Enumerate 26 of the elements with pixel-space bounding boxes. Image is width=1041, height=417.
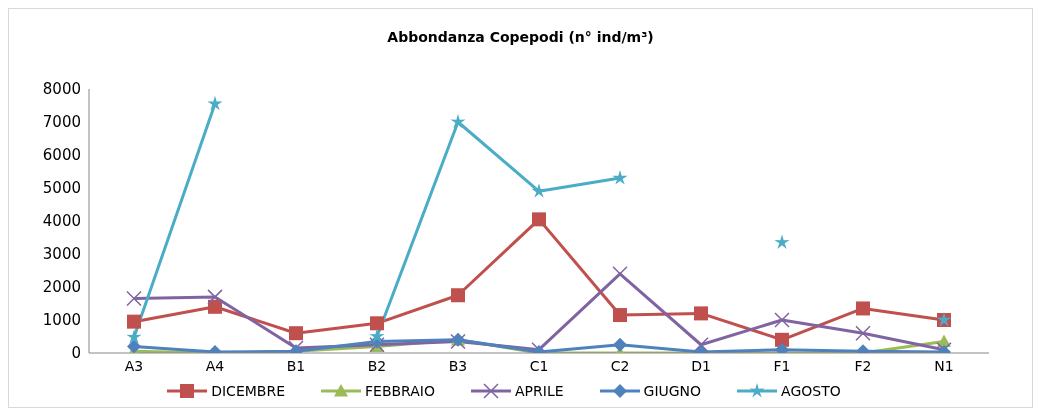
x-tick-label: F1 <box>773 357 791 374</box>
x-tick-label: C2 <box>610 357 630 374</box>
y-tick-label: 0 <box>71 344 81 363</box>
x-tick-label: F2 <box>854 357 872 374</box>
legend-label: GIUGNO <box>642 383 702 399</box>
x-tick-label: C1 <box>529 357 549 374</box>
legend-label: AGOSTO <box>780 383 841 399</box>
y-tick-label: 7000 <box>42 113 81 132</box>
y-tick-label: 3000 <box>42 245 81 264</box>
y-tick-label: 2000 <box>42 278 81 297</box>
legend-label: APRILE <box>514 383 564 399</box>
chart-title: Abbondanza Copepodi (n° ind/m³) <box>386 28 655 47</box>
y-tick-label: 6000 <box>42 146 81 165</box>
x-tick-label: A4 <box>205 357 225 374</box>
x-tick-label: B3 <box>448 357 468 374</box>
x-tick-label: D1 <box>691 357 711 374</box>
y-tick-label: 8000 <box>42 80 81 99</box>
y-tick-label: 4000 <box>42 212 81 231</box>
x-tick-label: B2 <box>367 357 387 374</box>
x-tick-label: N1 <box>934 357 954 374</box>
legend-label: FEBBRAIO <box>364 383 435 399</box>
y-tick-label: 1000 <box>42 311 81 330</box>
legend-label: DICEMBRE <box>210 383 285 399</box>
x-tick-label: A3 <box>124 357 144 374</box>
y-tick-label: 5000 <box>42 179 81 198</box>
x-tick-label: B1 <box>286 357 306 374</box>
